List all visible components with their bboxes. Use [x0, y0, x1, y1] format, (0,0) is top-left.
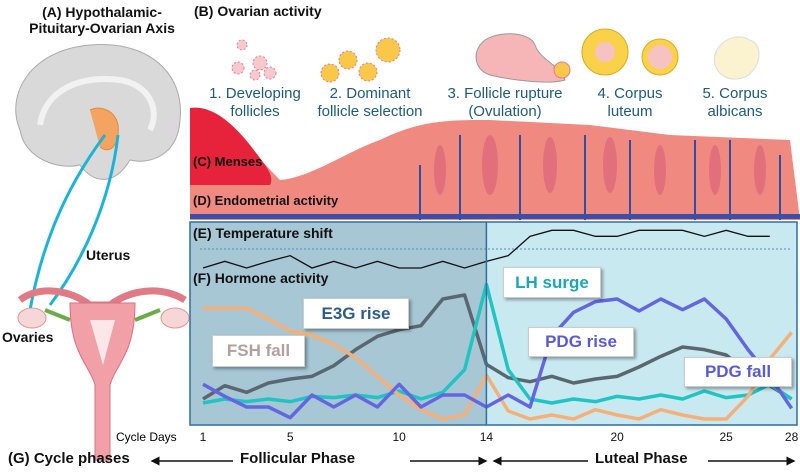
follicle-rupture-icon: [475, 33, 571, 83]
corpus-luteum-icon: [581, 28, 679, 76]
ovarian-stage-icons: [231, 28, 760, 83]
x-tick-label: 5: [286, 430, 294, 444]
brain-illustration: [15, 44, 181, 180]
stage-5-line2: albicans: [707, 103, 763, 120]
stage-3-line2: (Ovulation): [468, 103, 542, 120]
panel-a-title-line2: Pituitary-Ovarian Axis: [29, 20, 175, 36]
developing-follicles-icon: [231, 39, 277, 81]
panel-f-title: (F) Hormone activity: [193, 270, 329, 286]
stage-dominant-follicle: 2. Dominant follicle selection: [310, 85, 430, 121]
x-tick-label: 1: [199, 430, 207, 444]
x-tick-label: 20: [610, 430, 624, 444]
menses-blood: [190, 107, 272, 185]
fsh-series-line: [203, 306, 793, 421]
panel-g-title: (G) Cycle phases: [8, 450, 130, 467]
x-tick-label: 28: [784, 430, 799, 444]
stage-1-line1: 1. Developing: [209, 85, 301, 102]
stage-3-line1: 3. Follicle rupture: [447, 85, 563, 102]
pdg-rise-label: PDG rise: [528, 327, 634, 357]
e3g-series-line: [202, 293, 793, 401]
dominant-follicle-icon: [320, 37, 401, 83]
fsh-fall-label: FSH fall: [212, 335, 305, 367]
stage-2-line2: follicle selection: [317, 103, 423, 120]
x-tick-label: 14: [479, 430, 494, 444]
stage-corpus-albicans: 5. Corpus albicans: [685, 85, 785, 121]
hpo-axis-illustration: [15, 44, 190, 461]
stage-4-line2: luteum: [607, 103, 653, 120]
stage-follicle-rupture: 3. Follicle rupture (Ovulation): [435, 85, 575, 121]
stage-corpus-luteum: 4. Corpus luteum: [585, 85, 675, 121]
x-tick-label: 25: [719, 430, 733, 444]
lh-series-line: [202, 282, 793, 405]
uterus-illustration: [17, 287, 190, 461]
chart-frame: [189, 221, 798, 426]
panel-d-title: (D) Endometrial activity: [193, 193, 339, 208]
stage-1-line2: follicles: [230, 103, 280, 120]
panel-c-title: (C) Menses: [193, 154, 263, 169]
stage-2-line1: 2. Dominant: [329, 85, 411, 102]
panel-a-title: (A) Hypothalamic- Pituitary-Ovarian Axis: [12, 4, 192, 36]
luteal-phase-label: Luteal Phase: [595, 450, 688, 467]
pdg-fall-label: PDG fall: [684, 357, 792, 387]
cycle-days-label: Cycle Days: [116, 430, 177, 444]
stage-5-line1: 5. Corpus: [702, 85, 768, 102]
stage-developing-follicles: 1. Developing follicles: [200, 85, 310, 121]
stage-4-line1: 4. Corpus: [597, 85, 663, 102]
phase-arrows: [150, 456, 796, 466]
lh-surge-label: LH surge: [503, 267, 601, 298]
x-tick-label: 10: [392, 430, 406, 444]
uterus-label: Uterus: [86, 247, 131, 263]
endometrium-illustration: [190, 107, 800, 220]
follicular-phase-label: Follicular Phase: [240, 450, 356, 467]
panel-a-title-line1: (A) Hypothalamic-: [42, 4, 162, 20]
e3g-rise-label: E3G rise: [303, 298, 409, 329]
pdg-series-line: [202, 297, 794, 420]
corpus-albicans-icon: [713, 36, 760, 80]
luteal-background: [486, 222, 797, 425]
ovaries-label: Ovaries: [2, 329, 54, 345]
panel-b-title: (B) Ovarian activity: [194, 3, 322, 19]
panel-e-title: (E) Temperature shift: [193, 225, 333, 241]
